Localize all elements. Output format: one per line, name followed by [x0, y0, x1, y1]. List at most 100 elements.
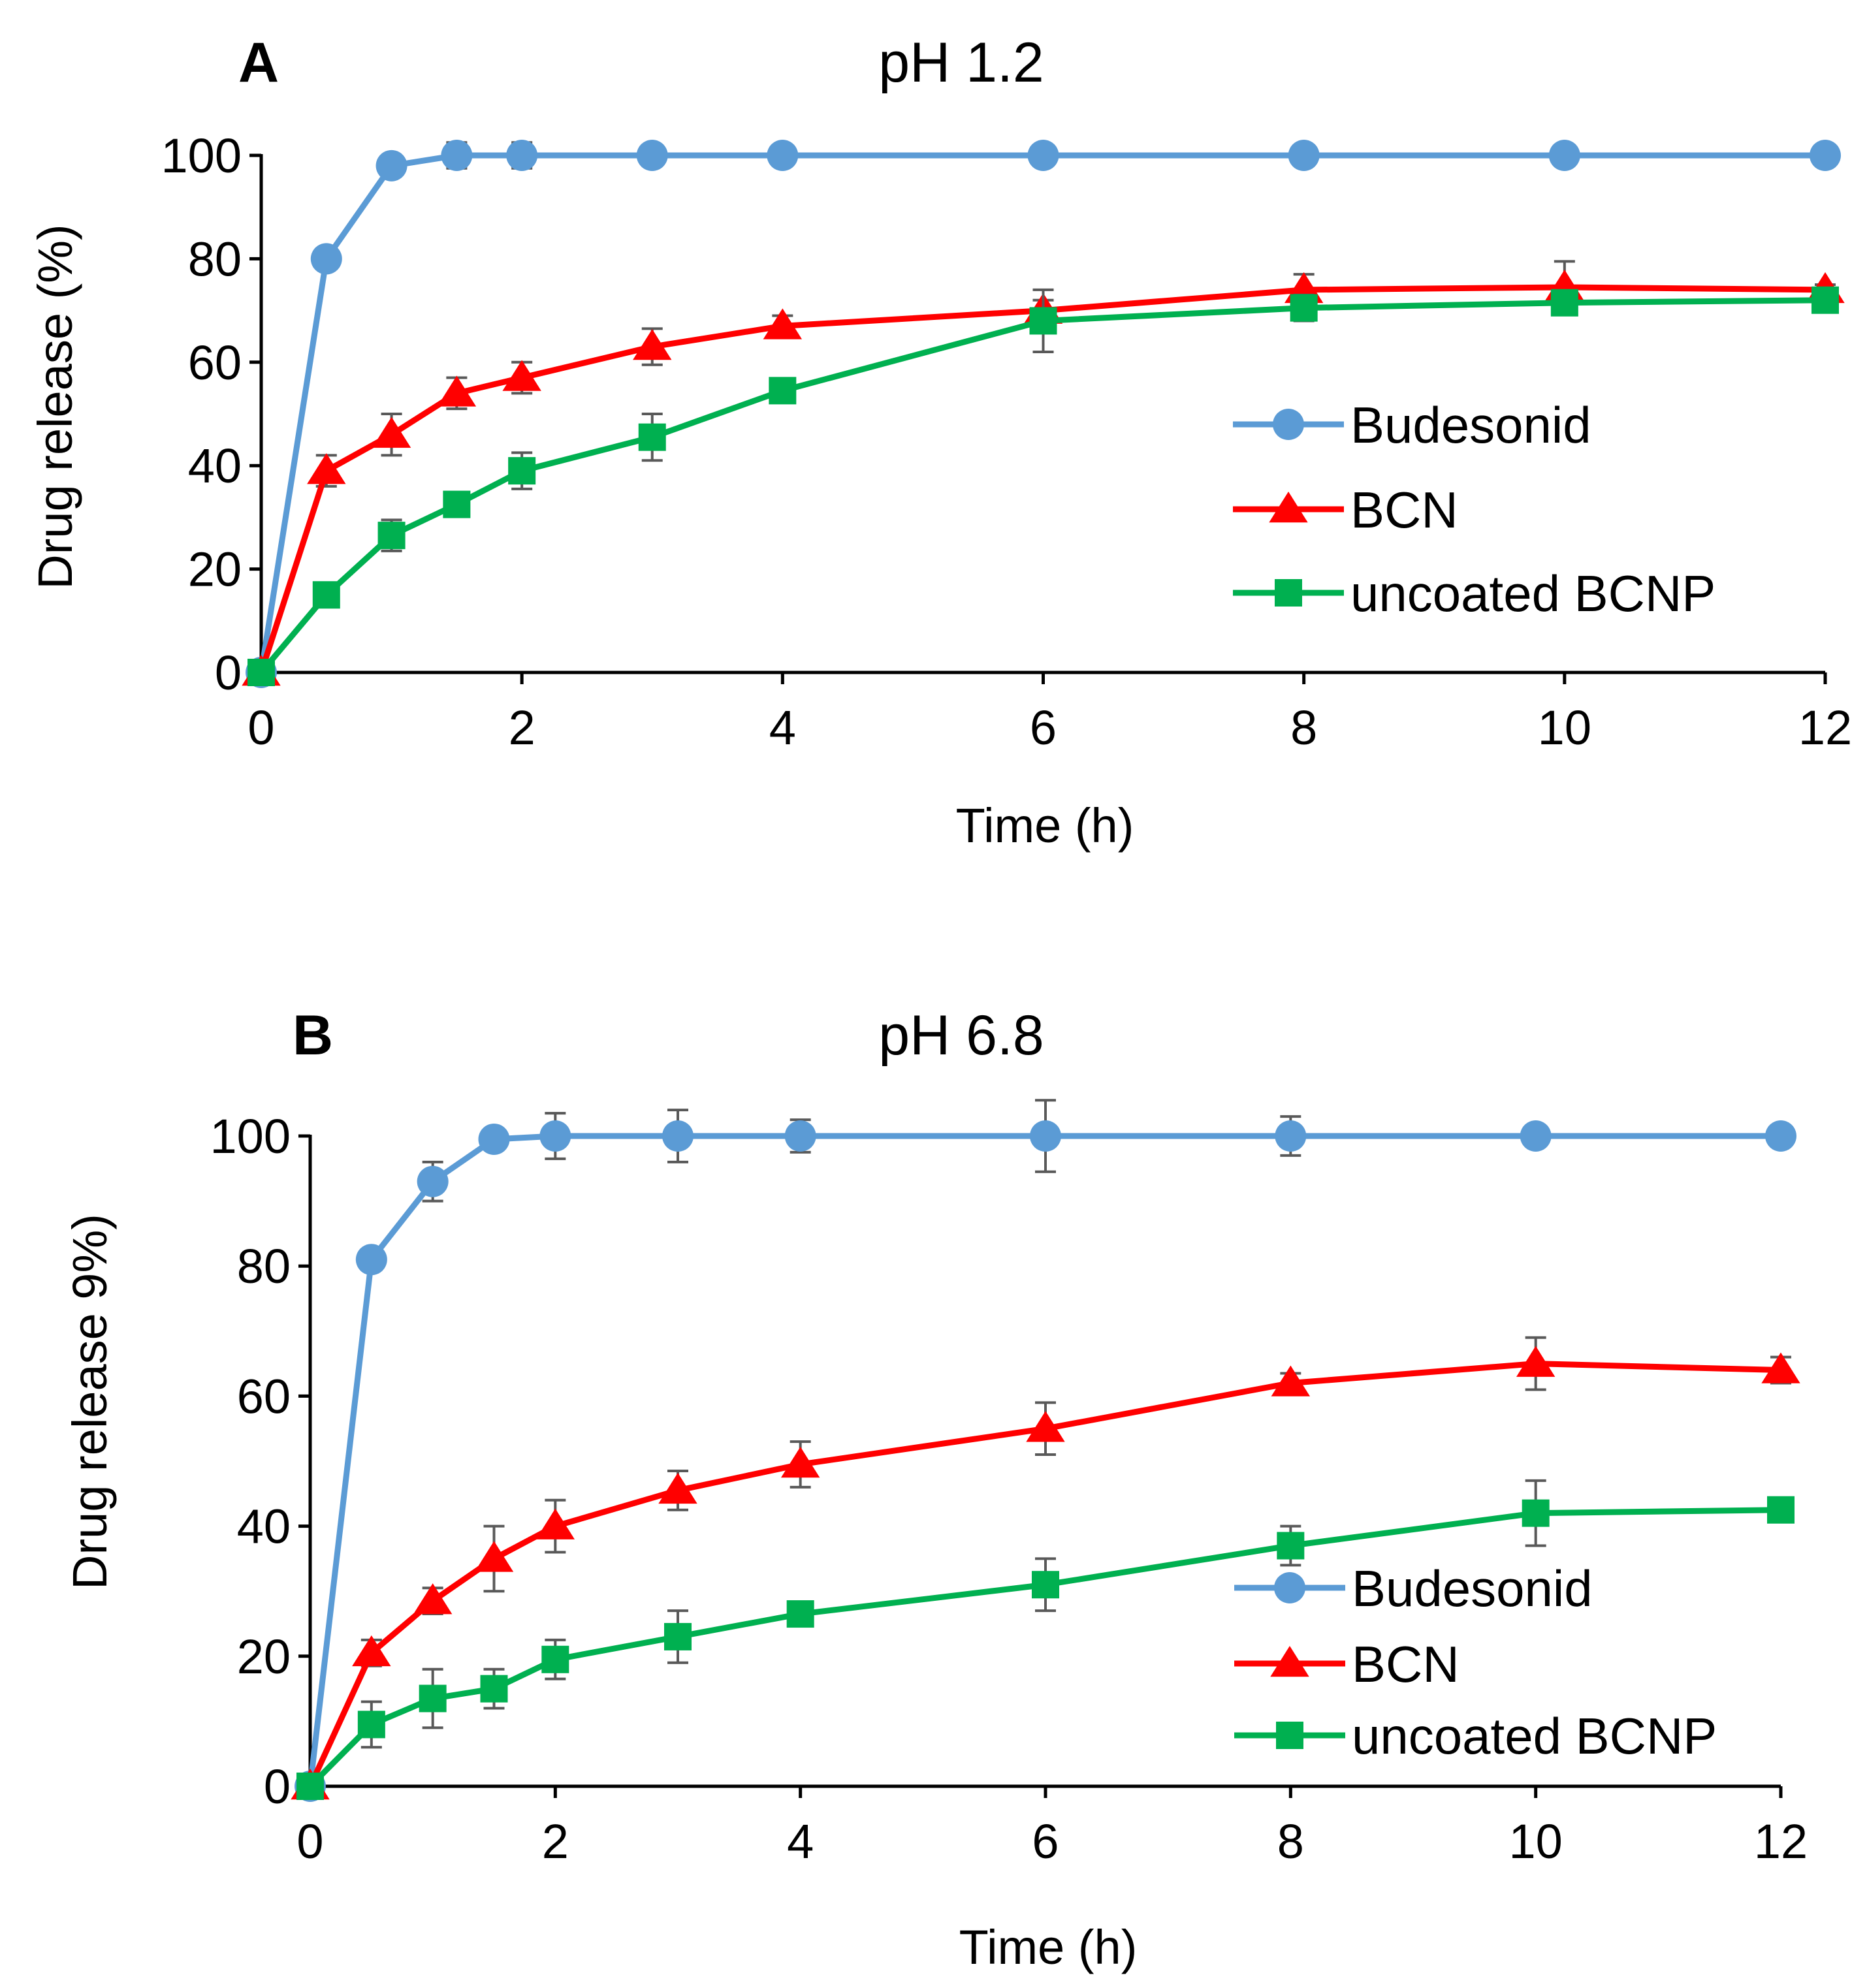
panel-b-y-tick-label: 20	[237, 1630, 291, 1684]
panel-a-uncoated-bcnp-point	[1290, 294, 1318, 322]
panel-a-budesonid-point	[441, 140, 473, 171]
panel-a-legend-marker-bcn	[1269, 492, 1308, 523]
panel-a-x-tick-label: 2	[509, 701, 535, 755]
panel-a-bcn-point	[372, 417, 411, 448]
panel-a-uncoated-bcnp-point	[1811, 286, 1839, 314]
panel-a-legend-item-bcn: BCN	[1233, 481, 1458, 539]
panel-b-y-tick-label: 40	[237, 1500, 291, 1554]
panel-a-letter: A	[238, 31, 279, 94]
panel-b-budesonid-line	[307, 1133, 1781, 1787]
panel-a-budesonid-point	[375, 150, 407, 181]
panel-b-y-tick-label: 60	[237, 1369, 291, 1423]
panel-a-y-tick-label: 100	[161, 129, 242, 183]
panel-a-budesonid-point	[767, 140, 799, 171]
panel-a-uncoated-bcnp-point	[769, 377, 797, 405]
panel-a-budesonid-point	[1288, 140, 1320, 171]
panel-b-uncoated-bcnp-point	[1522, 1499, 1550, 1527]
panel-b-budesonid-point	[1765, 1120, 1796, 1152]
panel-a-x-axis-label: Time (h)	[956, 798, 1134, 853]
panel-b-bcn-point	[352, 1635, 391, 1667]
panel-a-x-tick-label: 10	[1538, 701, 1591, 755]
panel-a-x-tick-label: 0	[247, 701, 274, 755]
panel-b-y-tick-label: 0	[264, 1759, 291, 1814]
panel-a-bcn-point	[763, 308, 803, 339]
panel-b-bcn-point	[474, 1541, 514, 1572]
panel-b-legend-marker-budesonid	[1274, 1572, 1305, 1603]
panel-b-budesonid-point	[662, 1120, 694, 1152]
panel-b-legend-item-bcn: BCN	[1234, 1635, 1460, 1693]
panel-b-budesonid-point	[1520, 1120, 1552, 1152]
panel-a-legend-label-bcn: BCN	[1350, 481, 1458, 539]
panel-b-uncoated-bcnp-point	[1277, 1532, 1305, 1560]
panel-a-budesonid-point	[1548, 140, 1580, 171]
panel-a-legend-label-budesonid: Budesonid	[1350, 396, 1591, 454]
panel-b-uncoated-bcnp-point	[419, 1684, 447, 1712]
panel-b-legend-marker-uncoated-bcnp	[1276, 1722, 1303, 1749]
panel-a-uncoated-bcnp-point	[508, 457, 536, 485]
panel-a-x-tick-label: 12	[1798, 701, 1852, 755]
panel-a-x-tick-label: 6	[1030, 701, 1057, 755]
panel-a-y-tick-label: 40	[188, 439, 242, 493]
panel-b-y-tick-label: 80	[237, 1239, 291, 1293]
panel-a-y-tick-label: 20	[188, 543, 242, 597]
panel-a-y-tick-label: 60	[188, 336, 242, 390]
panel-b-bcn-point	[780, 1446, 820, 1478]
panel-b-bcn-point	[413, 1583, 453, 1615]
panel-b-uncoated-bcnp-point	[1767, 1496, 1795, 1524]
panel-b-uncoated-bcnp-point	[541, 1645, 569, 1673]
panel-a-bcn-point	[633, 329, 672, 360]
panel-b-budesonid-point	[478, 1123, 510, 1155]
panel-b-bcn-point	[1516, 1346, 1556, 1377]
panel-a-budesonid-point	[310, 243, 342, 275]
panel-a-legend-marker-uncoated-bcnp	[1275, 579, 1302, 607]
panel-a-y-tick-label: 80	[188, 232, 242, 286]
panel-b-x-tick-label: 0	[296, 1814, 323, 1869]
panel-b-x-tick-label: 6	[1032, 1814, 1059, 1869]
panel-b-budesonid-point	[355, 1244, 387, 1276]
panel-a-legend-item-budesonid: Budesonid	[1233, 396, 1591, 454]
panel-b-legend-item-uncoated-bcnp: uncoated BCNP	[1234, 1707, 1717, 1765]
panel-b-bcn-point	[1026, 1411, 1065, 1442]
panel-a-x-tick-label: 4	[769, 701, 796, 755]
panel-b-budesonid-point	[784, 1120, 816, 1152]
panel-a-series-layer	[242, 140, 1845, 688]
panel-a-budesonid-point	[1027, 140, 1059, 171]
panel-b-y-tick-label: 100	[210, 1109, 291, 1163]
panel-b-uncoated-bcnp-point	[1032, 1571, 1059, 1599]
panel-a-bcn-point	[502, 360, 541, 391]
panel-b-legend-label-bcn: BCN	[1352, 1635, 1460, 1693]
panel-a-title: pH 1.2	[878, 31, 1044, 94]
panel-a-uncoated-bcnp-point	[638, 423, 666, 451]
panel-a-uncoated-bcnp-point	[443, 490, 471, 518]
panel-a-legend-item-uncoated-bcnp: uncoated BCNP	[1233, 565, 1715, 622]
panel-a-y-axis-label: Drug release (%)	[28, 224, 82, 589]
panel-b-uncoated-bcnp-point	[357, 1711, 385, 1739]
panel-b-x-tick-label: 2	[542, 1814, 569, 1869]
panel-b-uncoated-bcnp-point	[786, 1600, 814, 1628]
panel-b-uncoated-bcnp-point	[664, 1622, 692, 1650]
panel-b-bcn-point	[535, 1508, 575, 1539]
panel-a-budesonid-point	[506, 140, 538, 171]
panel-b-title: pH 6.8	[878, 1004, 1044, 1067]
panel-a-uncoated-bcnp-point	[247, 659, 275, 686]
panel-a-uncoated-bcnp-point	[312, 581, 340, 609]
panel-b-legend-label-uncoated-bcnp: uncoated BCNP	[1352, 1707, 1717, 1765]
panel-a-x-tick-label: 8	[1290, 701, 1317, 755]
panel-b-x-tick-label: 12	[1754, 1814, 1808, 1869]
panel-a-bcn-point	[307, 453, 346, 484]
panel-a-legend-label-uncoated-bcnp: uncoated BCNP	[1350, 565, 1715, 622]
panel-b-x-tick-label: 10	[1509, 1814, 1563, 1869]
panel-a-legend-marker-budesonid	[1273, 409, 1304, 440]
panel-b-x-tick-label: 4	[787, 1814, 814, 1869]
panel-a-uncoated-bcnp-point	[1029, 307, 1057, 335]
panel-b-budesonid-point	[1275, 1120, 1307, 1152]
panel-b-bcn-point	[1761, 1352, 1800, 1383]
panel-b-letter: B	[293, 1004, 333, 1067]
panel-b-budesonid-point	[1030, 1120, 1061, 1152]
panel-b-uncoated-bcnp-point	[480, 1675, 508, 1703]
chart-panel-b: B pH 6.8 Drug release 9%) Time (h) 02040…	[63, 1004, 1808, 1974]
panel-b-budesonid-point	[417, 1165, 449, 1197]
panel-a-y-tick-label: 0	[215, 646, 242, 700]
panel-b-budesonid-point	[539, 1120, 571, 1152]
